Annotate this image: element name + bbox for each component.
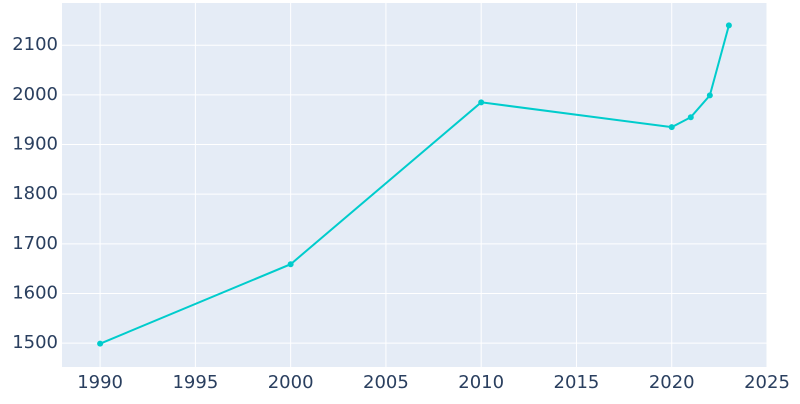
marker bbox=[478, 99, 485, 106]
x-tick-label: 1990 bbox=[77, 372, 123, 393]
marker bbox=[687, 114, 694, 121]
x-tick-label: 2000 bbox=[268, 372, 314, 393]
y-tick-label: 1900 bbox=[12, 134, 58, 155]
y-tick-label: 2000 bbox=[12, 84, 58, 105]
y-tick-label: 1700 bbox=[12, 233, 58, 254]
marker bbox=[97, 340, 104, 347]
marker bbox=[725, 22, 732, 29]
marker bbox=[287, 261, 294, 268]
marker bbox=[668, 124, 675, 131]
x-tick-label: 2025 bbox=[744, 372, 790, 393]
x-tick-label: 2010 bbox=[458, 372, 504, 393]
x-tick-label: 2020 bbox=[649, 372, 695, 393]
x-tick-label: 1995 bbox=[172, 372, 218, 393]
y-tick-label: 2100 bbox=[12, 34, 58, 55]
y-tick-label: 1500 bbox=[12, 332, 58, 353]
marker bbox=[706, 92, 713, 99]
x-tick-label: 2005 bbox=[363, 372, 409, 393]
y-tick-label: 1600 bbox=[12, 283, 58, 304]
plot-area bbox=[62, 3, 767, 367]
x-tick-label: 2015 bbox=[554, 372, 600, 393]
y-tick-label: 1800 bbox=[12, 183, 58, 204]
